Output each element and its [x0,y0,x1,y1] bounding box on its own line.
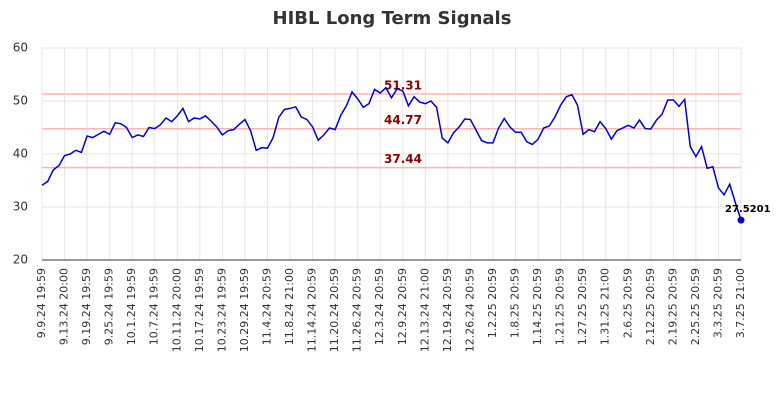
x-tick-label: 3.7.25 21:00 [734,268,747,338]
last-value-label: 27.5201 [725,204,771,215]
chart-title: HIBL Long Term Signals [273,8,512,29]
x-tick-label: 10.7.24 19:59 [148,268,161,345]
x-tick-label: 12.13.24 21:00 [418,268,431,352]
x-tick-label: 12.9.24 20:59 [396,268,409,345]
x-tick-label: 11.20.24 20:59 [328,268,341,352]
x-tick-label: 9.13.24 20:00 [58,268,71,345]
x-tick-label: 10.11.24 20:00 [170,268,183,352]
last-point [737,216,745,224]
x-tick-label: 10.1.24 19:59 [125,268,138,345]
x-tick-label: 9.9.24 19:59 [35,268,48,338]
x-tick-label: 9.25.24 19:59 [103,268,116,345]
y-tick-label: 50 [13,94,28,108]
x-tick-label: 10.17.24 19:59 [193,268,206,352]
x-tick-label: 2.19.25 20:59 [666,268,679,345]
price-line [41,86,742,221]
x-tick-label: 12.3.24 20:59 [373,268,386,345]
x-tick-label: 2.25.25 20:59 [689,268,702,345]
y-tick-label: 30 [13,200,28,214]
reference-label: 37.44 [384,152,422,166]
x-tick-label: 12.19.24 20:59 [441,268,454,352]
x-tick-label: 1.8.25 20:59 [509,268,522,338]
x-tick-label: 9.19.24 19:59 [80,268,93,345]
x-tick-label: 10.23.24 19:59 [215,268,228,352]
x-tick-label: 11.14.24 20:59 [306,268,319,352]
x-tick-label: 2.6.25 20:59 [621,268,634,338]
y-tick-label: 20 [13,253,28,267]
x-tick-label: 10.29.24 19:59 [238,268,251,352]
x-tick-label: 1.14.25 20:59 [531,268,544,345]
y-tick-label: 40 [13,147,28,161]
x-tick-label: 1.31.25 21:00 [599,268,612,345]
x-tick-label: 11.26.24 20:59 [351,268,364,352]
x-tick-label: 1.21.25 20:59 [554,268,567,345]
x-tick-label: 11.4.24 20:59 [260,268,273,345]
x-tick-label: 11.8.24 21:00 [283,268,296,345]
reference-label: 51.31 [384,79,422,93]
x-tick-label: 1.27.25 20:59 [576,268,589,345]
reference-label: 44.77 [384,113,422,127]
x-tick-label: 3.3.25 20:59 [711,268,724,338]
x-tick-label: 2.12.25 20:59 [644,268,657,345]
y-tick-label: 60 [13,41,28,55]
x-tick-label: 1.2.25 20:59 [486,268,499,338]
x-tick-label: 12.26.24 20:59 [463,268,476,352]
